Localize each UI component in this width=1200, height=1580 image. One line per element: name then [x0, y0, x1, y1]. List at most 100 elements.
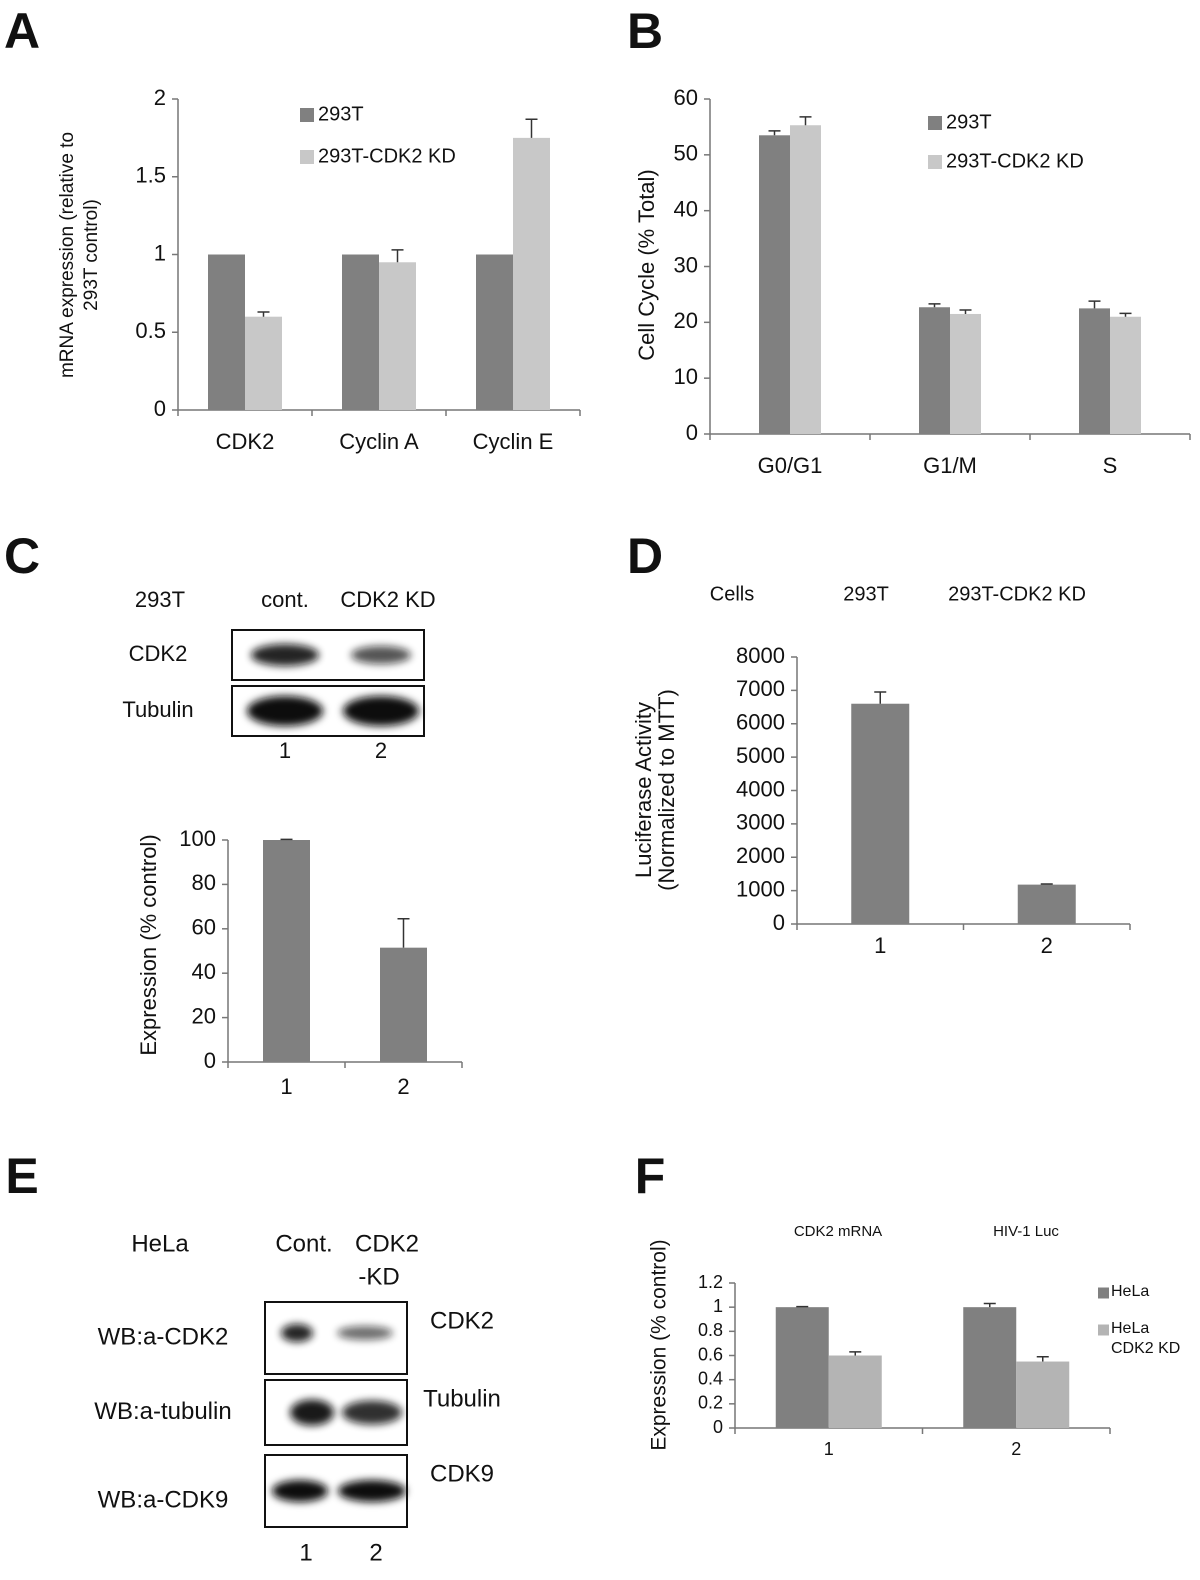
x-tick-label: 1 [280, 1074, 292, 1099]
y-tick-label: 5000 [736, 743, 785, 768]
bar [759, 135, 790, 434]
y-tick-label: 0.8 [698, 1320, 723, 1340]
error-bar [928, 303, 941, 308]
blot-band [272, 1480, 328, 1502]
x-tick-label: G1/M [923, 453, 977, 478]
y-tick-label: 0.2 [698, 1393, 723, 1413]
error-bar [959, 309, 972, 314]
blot-band [338, 1480, 406, 1502]
legend-swatch [1098, 1324, 1109, 1336]
error-bar [849, 1351, 862, 1356]
legend-swatch [300, 108, 314, 122]
y-tick-label: 2000 [736, 843, 785, 868]
panel-label: C [4, 528, 40, 584]
y-tick-label: 80 [192, 870, 216, 895]
y-tick-label: 1 [154, 240, 166, 265]
x-tick-label: CDK2 [216, 429, 275, 454]
panel-label: D [627, 528, 663, 584]
y-tick-label: 60 [674, 85, 698, 110]
y-axis-label: (Normalized to MTT) [654, 689, 679, 891]
y-tick-label: 0.4 [698, 1368, 723, 1388]
cell-line-label: 293T [135, 587, 185, 612]
error-bar [768, 130, 781, 136]
x-tick-label: 2 [397, 1074, 409, 1099]
bar [1079, 308, 1110, 434]
legend-swatch [1098, 1287, 1109, 1299]
y-tick-label: 1.2 [698, 1272, 723, 1292]
annotation: Cells [710, 583, 754, 605]
error-bar [397, 918, 410, 948]
legend-label: 293T [318, 103, 364, 125]
row-label: CDK2 [129, 641, 188, 666]
bar [919, 307, 950, 434]
lane-number: 1 [279, 738, 291, 763]
y-tick-label: 20 [674, 308, 698, 333]
x-tick-label: S [1103, 453, 1118, 478]
panel-label: A [4, 3, 40, 59]
error-bar [796, 1305, 809, 1308]
blot-band [343, 696, 419, 726]
legend-label: 293T-CDK2 KD [318, 145, 456, 167]
legend-label: HeLa [1111, 1282, 1150, 1300]
bar [963, 1307, 1017, 1428]
y-axis-label: 293T control) [81, 199, 102, 311]
row-label: WB:a-CDK9 [98, 1486, 229, 1513]
blot-band [251, 644, 319, 666]
lane-header: cont. [261, 587, 309, 612]
lane-header: -KD [358, 1263, 399, 1290]
y-tick-label: 3000 [736, 810, 785, 835]
y-tick-label: 1000 [736, 876, 785, 901]
bar [950, 313, 981, 434]
x-tick-label: 2 [1011, 1439, 1021, 1459]
error-bar [525, 118, 538, 138]
panel-label: E [5, 1148, 38, 1204]
legend-label: HeLa CDK2 KD [1111, 1319, 1181, 1357]
x-tick-label: 2 [1041, 933, 1053, 958]
lane-number: 1 [299, 1539, 312, 1566]
error-bar [257, 311, 270, 317]
bar [342, 254, 379, 410]
x-tick-label: 1 [824, 1439, 834, 1459]
panel-label: B [627, 3, 663, 59]
protein-label: Tubulin [423, 1385, 501, 1412]
x-tick-label: Cyclin A [339, 429, 419, 454]
bar [245, 316, 282, 410]
annotation: 293T [843, 583, 889, 605]
blot-band [337, 1326, 393, 1340]
y-axis-label: Expression (% control) [648, 1239, 671, 1450]
y-tick-label: 8000 [736, 643, 785, 668]
y-tick-label: 0.6 [698, 1344, 723, 1364]
y-axis-label: Expression (% control) [136, 834, 161, 1055]
y-tick-label: 1 [713, 1296, 723, 1316]
error-bar [799, 116, 812, 126]
error-bar [983, 1302, 996, 1308]
legend-swatch [928, 155, 942, 169]
y-tick-label: 30 [674, 252, 698, 277]
legend-entry: HeLa [1111, 1282, 1150, 1300]
y-tick-label: 10 [674, 364, 698, 389]
protein-label: CDK2 [430, 1307, 494, 1334]
y-axis-label: Luciferase Activity [631, 702, 656, 878]
y-tick-label: 50 [674, 141, 698, 166]
bar [513, 137, 550, 410]
error-bar [1119, 312, 1132, 317]
x-tick-label: 1 [874, 933, 886, 958]
y-tick-label: 0 [204, 1048, 216, 1073]
y-tick-label: 20 [192, 1003, 216, 1028]
panel-label: F [635, 1148, 666, 1204]
legend-entry: HeLa CDK2 KD [1111, 1319, 1181, 1357]
blot-band [247, 696, 323, 726]
bar [851, 703, 910, 924]
legend-label: 293T-CDK2 KD [946, 150, 1084, 172]
bar [476, 254, 513, 410]
y-tick-label: 0 [713, 1417, 723, 1437]
bar [380, 947, 427, 1062]
error-bar [874, 691, 887, 704]
legend-label: 293T [946, 111, 992, 133]
legend-swatch [928, 116, 942, 130]
annotation: CDK2 mRNA [794, 1223, 882, 1240]
error-bar [1040, 883, 1053, 885]
x-tick-label: Cyclin E [473, 429, 554, 454]
y-tick-label: 40 [674, 196, 698, 221]
